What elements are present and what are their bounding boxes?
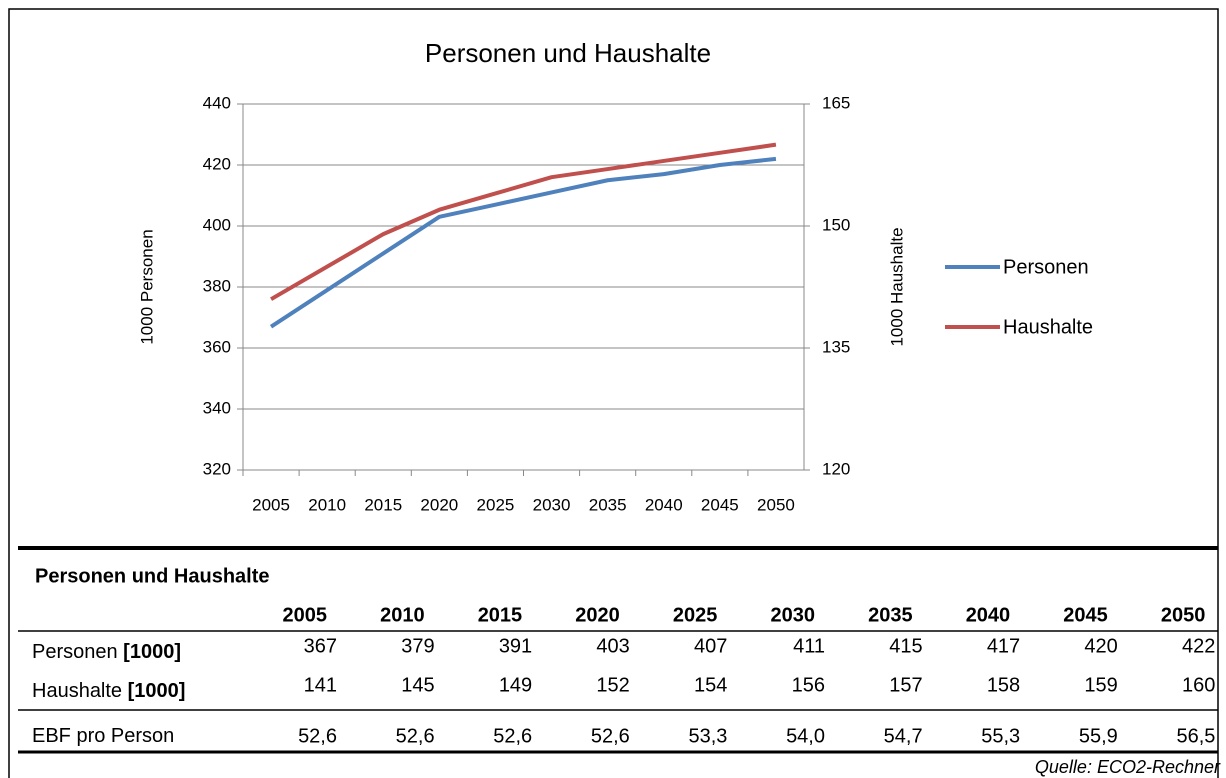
series-line — [269, 156, 777, 329]
cell: 52,6 — [396, 725, 435, 747]
cell: 158 — [987, 674, 1020, 696]
y2-tick-label: 150 — [822, 215, 850, 234]
row-unit: [1000] — [123, 641, 181, 663]
cell: 159 — [1084, 674, 1117, 696]
cell: 54,0 — [786, 725, 825, 747]
frame — [8, 8, 1219, 778]
column-header: 2035 — [868, 604, 913, 626]
row-label-text: Personen — [32, 641, 123, 663]
y-axis-label: 1000 Personen — [137, 229, 156, 344]
cell: 154 — [694, 674, 727, 696]
cell: 391 — [499, 635, 532, 657]
column-header: 2010 — [380, 604, 425, 626]
row-label-text: EBF pro Person — [32, 725, 174, 747]
cell: 415 — [889, 635, 922, 657]
y2-tick-label: 135 — [822, 337, 850, 356]
cell: 52,6 — [591, 725, 630, 747]
column-header: 2005 — [283, 604, 328, 626]
x-tick-label: 2010 — [308, 495, 346, 514]
y-tick-label: 380 — [203, 276, 231, 295]
chart-title: Personen und Haushalte — [425, 38, 711, 68]
cell: 145 — [401, 674, 434, 696]
x-tick-label: 2025 — [477, 495, 515, 514]
cell: 55,3 — [981, 725, 1020, 747]
cell: 417 — [987, 635, 1020, 657]
y-tick-label: 440 — [203, 93, 231, 112]
column-header: 2050 — [1161, 604, 1206, 626]
legend-label: Personen — [1003, 256, 1089, 278]
y2-tick-label: 120 — [822, 459, 850, 478]
cell: 157 — [889, 674, 922, 696]
y-tick-label: 400 — [203, 215, 231, 234]
y2-axis-label: 1000 Haushalte — [887, 227, 906, 346]
cell: 149 — [499, 674, 532, 696]
x-tick-label: 2035 — [589, 495, 627, 514]
x-tick-label: 2015 — [364, 495, 402, 514]
cell: 56,5 — [1176, 725, 1215, 747]
column-header: 2045 — [1063, 604, 1108, 626]
column-header: 2040 — [966, 604, 1011, 626]
cell: 403 — [596, 635, 629, 657]
cell: 141 — [304, 674, 337, 696]
cell: 152 — [596, 674, 629, 696]
cell: 367 — [304, 635, 337, 657]
cell: 52,6 — [298, 725, 337, 747]
cell: 160 — [1182, 674, 1215, 696]
cell: 52,6 — [493, 725, 532, 747]
row-label-text: Haushalte — [32, 680, 128, 702]
row-label: Haushalte [1000] — [32, 680, 185, 702]
cell: 420 — [1084, 635, 1117, 657]
column-header: 2025 — [673, 604, 718, 626]
y2-tick-label: 165 — [822, 93, 850, 112]
column-header: 2030 — [771, 604, 816, 626]
x-tick-label: 2005 — [252, 495, 290, 514]
x-tick-label: 2020 — [420, 495, 458, 514]
cell: 53,3 — [688, 725, 727, 747]
source: Quelle: ECO2-Rechner — [1035, 757, 1221, 777]
y-tick-label: 360 — [203, 337, 231, 356]
cell: 422 — [1182, 635, 1215, 657]
series-line — [270, 142, 777, 301]
cell: 411 — [793, 635, 825, 657]
y-tick-label: 420 — [203, 154, 231, 173]
cell: 156 — [792, 674, 825, 696]
cell: 379 — [401, 635, 434, 657]
x-tick-label: 2030 — [533, 495, 571, 514]
y-tick-label: 320 — [203, 459, 231, 478]
legend-label: Haushalte — [1003, 316, 1093, 338]
x-tick-label: 2045 — [701, 495, 739, 514]
x-tick-label: 2040 — [645, 495, 683, 514]
column-header: 2020 — [575, 604, 620, 626]
cell: 54,7 — [884, 725, 923, 747]
row-label: Personen [1000] — [32, 641, 181, 663]
row-label: EBF pro Person — [32, 725, 174, 747]
cell: 407 — [694, 635, 727, 657]
row-unit: [1000] — [128, 680, 186, 702]
column-header: 2015 — [478, 604, 523, 626]
table-title: Personen und Haushalte — [35, 565, 270, 587]
y-tick-label: 340 — [203, 398, 231, 417]
cell: 55,9 — [1079, 725, 1118, 747]
x-tick-label: 2050 — [757, 495, 795, 514]
